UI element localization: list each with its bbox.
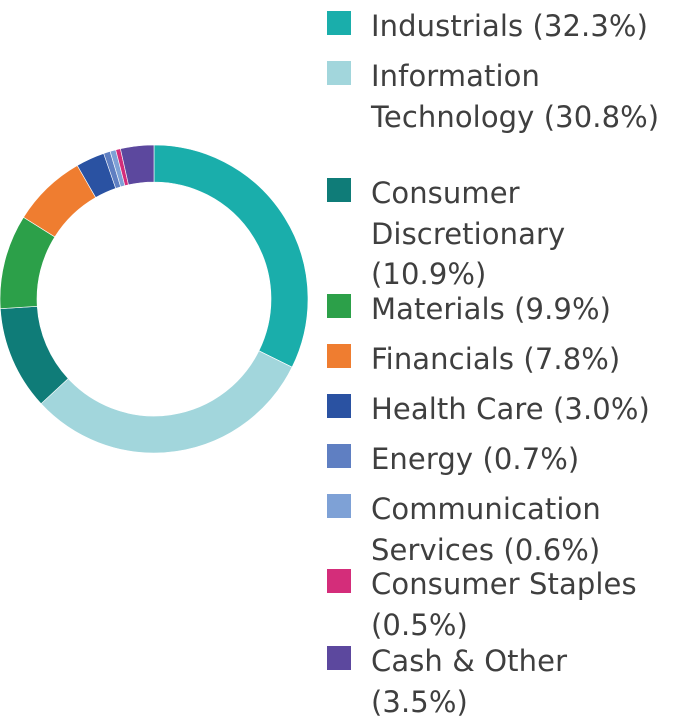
legend-label: Materials (9.9%) xyxy=(371,292,612,326)
donut-chart xyxy=(0,144,309,454)
donut-slice-cash-other xyxy=(120,144,155,186)
legend-swatch xyxy=(327,444,351,468)
legend-swatch xyxy=(327,494,351,518)
legend-swatch xyxy=(327,646,351,670)
legend-swatch xyxy=(327,394,351,418)
legend-label: Energy (0.7%) xyxy=(371,442,580,476)
legend-label: Information Technology (30.8%) xyxy=(371,59,660,134)
donut-slice-information-technology xyxy=(40,350,293,454)
legend-label: Consumer Discretionary (10.9%) xyxy=(371,176,566,291)
donut-slice-industrials xyxy=(153,144,309,368)
legend-swatch xyxy=(327,569,351,593)
legend-label: Cash & Other (3.5%) xyxy=(371,644,568,719)
legend-label: Financials (7.8%) xyxy=(371,342,621,376)
legend-label: Industrials (32.3%) xyxy=(371,9,648,43)
legend-label: Health Care (3.0%) xyxy=(371,392,650,426)
legend-swatch xyxy=(327,344,351,368)
legend-label: Communication Services (0.6%) xyxy=(371,492,601,567)
legend-swatch xyxy=(327,11,351,35)
legend-swatch xyxy=(327,61,351,85)
legend-swatch xyxy=(327,294,351,318)
legend-swatch xyxy=(327,178,351,202)
legend-label: Consumer Staples (0.5%) xyxy=(371,567,637,642)
